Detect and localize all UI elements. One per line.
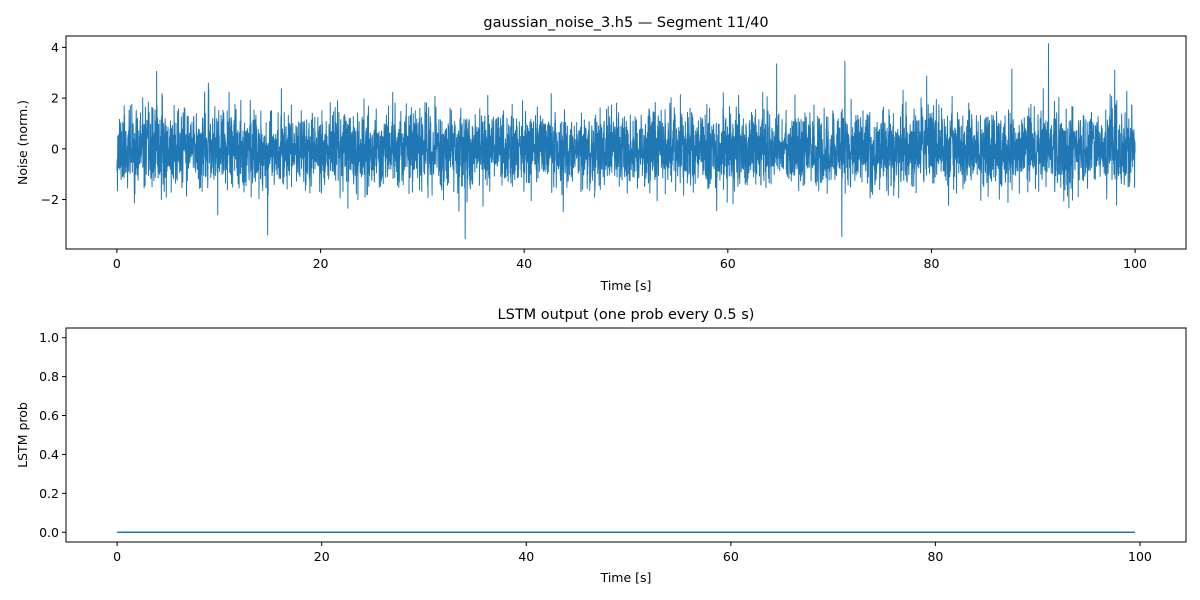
lstm-y-tick-label: 0.0 [39, 525, 59, 540]
lstm-x-tick-label: 60 [723, 549, 739, 564]
lstm-y-ticks: 0.0 0.2 0.4 0.6 0.8 1.0 [39, 330, 66, 540]
lstm-y-tick-label: 0.6 [39, 408, 59, 423]
lstm-y-tick-label: 0.4 [39, 447, 59, 462]
lstm-x-tick-label: 100 [1128, 549, 1152, 564]
noise-series-line [116, 43, 1136, 240]
noise-plot-area [116, 43, 1136, 240]
lstm-x-tick-label: 40 [518, 549, 534, 564]
lstm-x-tick-label: 80 [927, 549, 943, 564]
noise-y-label: Noise (norm.) [15, 100, 30, 185]
lstm-y-tick-label: 1.0 [39, 330, 59, 345]
noise-y-tick-label: −2 [41, 192, 59, 207]
lstm-x-tick-label: 0 [113, 549, 121, 564]
lstm-x-label: Time [s] [600, 570, 652, 585]
noise-x-tick-label: 100 [1123, 256, 1147, 271]
noise-panel: gaussian_noise_3.h5 — Segment 11/40 0 20 4… [15, 15, 1187, 293]
noise-x-label: Time [s] [600, 278, 652, 293]
noise-axes-frame [65, 35, 1187, 250]
lstm-x-tick-label: 20 [314, 549, 330, 564]
noise-y-tick-label: 2 [51, 91, 59, 106]
lstm-chart-title: LSTM output (one prob every 0.5 s) [498, 307, 755, 323]
lstm-y-label: LSTM prob [15, 402, 30, 468]
noise-chart-title: gaussian_noise_3.h5 — Segment 11/40 [483, 15, 768, 31]
noise-y-tick-label: 4 [51, 40, 59, 55]
noise-x-ticks: 0 20 40 60 80 100 [113, 249, 1147, 271]
lstm-x-ticks: 0 20 40 60 80 100 [113, 542, 1152, 564]
noise-y-ticks: −2 0 2 4 [41, 40, 66, 207]
noise-x-tick-label: 60 [720, 256, 736, 271]
noise-x-tick-label: 80 [924, 256, 940, 271]
noise-x-tick-label: 40 [516, 256, 532, 271]
lstm-y-tick-label: 0.8 [39, 369, 59, 384]
lstm-panel: LSTM output (one prob every 0.5 s) 0 20 40… [15, 307, 1187, 585]
noise-x-tick-label: 0 [113, 256, 121, 271]
noise-y-tick-label: 0 [51, 141, 59, 156]
noise-x-tick-label: 20 [313, 256, 329, 271]
lstm-y-tick-label: 0.2 [39, 486, 59, 501]
lstm-axes-frame [65, 327, 1187, 543]
